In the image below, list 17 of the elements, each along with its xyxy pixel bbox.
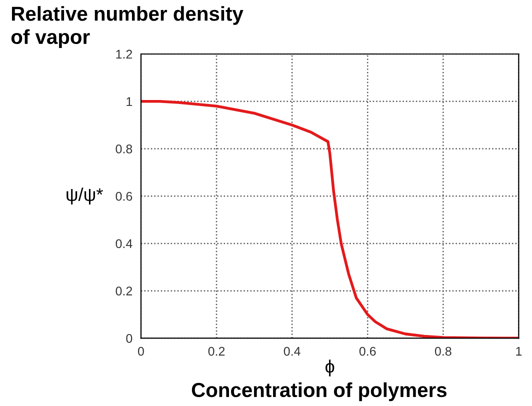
y-tick-label: 0.2 xyxy=(116,286,132,296)
x-tick-label: 0.4 xyxy=(284,346,300,356)
y-tick-label: 0.8 xyxy=(116,144,132,154)
text: Concentration of polymers xyxy=(192,382,447,402)
x-tick-label: 0.8 xyxy=(434,346,452,356)
y-tick-label: 0.4 xyxy=(116,239,132,248)
x-axis-title: ϕ xyxy=(325,360,334,376)
y-tick-label: 0.6 xyxy=(116,192,132,201)
y-tick-label: 1.2 xyxy=(116,50,132,59)
x-tick-label: 0.2 xyxy=(208,346,225,356)
x-tick-label: 1 xyxy=(516,346,522,356)
x-tick-label: 0.6 xyxy=(359,346,376,356)
y-axis-title: ψ/ψ* xyxy=(66,188,103,205)
x-tick-label: 0 xyxy=(138,346,144,356)
chart-title: Relative number density of vapor xyxy=(11,6,244,48)
y-tick-label: 1 xyxy=(126,97,132,106)
y-tick-label: 0 xyxy=(126,334,132,343)
